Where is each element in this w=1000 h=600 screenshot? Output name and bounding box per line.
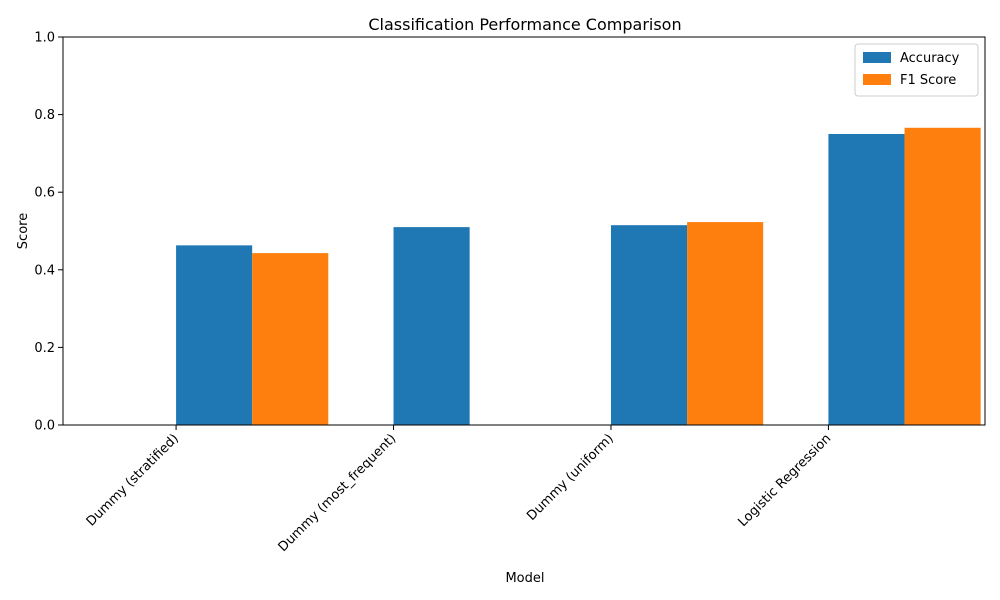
x-tick-label: Dummy (most_frequent)	[276, 431, 400, 555]
y-tick-label: 0.8	[34, 108, 55, 123]
y-tick-label: 0.6	[34, 186, 55, 201]
bar-accuracy-0	[176, 245, 253, 425]
chart-title: Classification Performance Comparison	[368, 15, 681, 34]
legend-swatch	[863, 52, 891, 63]
legend-swatch	[863, 74, 891, 85]
x-ticks: Dummy (stratified) Dummy (most_frequent) D…	[84, 425, 834, 555]
bar-accuracy-1	[393, 227, 470, 425]
y-ticks: 0.0 0.2 0.4 0.6 0.8 1.0	[34, 31, 63, 434]
bar-f1-score-0	[252, 253, 329, 425]
x-tick-label: Dummy (stratified)	[84, 431, 182, 529]
bar-f1-score-3	[904, 127, 981, 425]
x-tick-label: Logistic Regression	[735, 431, 834, 530]
y-tick-label: 1.0	[34, 31, 55, 46]
legend-label: Accuracy	[900, 51, 960, 66]
x-tick-label: Dummy (uniform)	[524, 431, 617, 524]
y-tick-label: 0.2	[34, 341, 55, 356]
legend-label: F1 Score	[900, 73, 956, 88]
bar-accuracy-3	[828, 134, 905, 425]
axes-frame	[62, 36, 986, 426]
y-axis-label: Score	[16, 213, 31, 249]
bar-accuracy-2	[610, 225, 688, 425]
y-tick-label: 0.4	[34, 263, 55, 278]
legend: Accuracy F1 Score	[854, 43, 979, 97]
bar-f1-score-2	[687, 222, 764, 425]
y-tick-label: 0.0	[34, 419, 55, 434]
x-axis-label: Model	[505, 571, 544, 586]
plot-area	[176, 127, 981, 425]
